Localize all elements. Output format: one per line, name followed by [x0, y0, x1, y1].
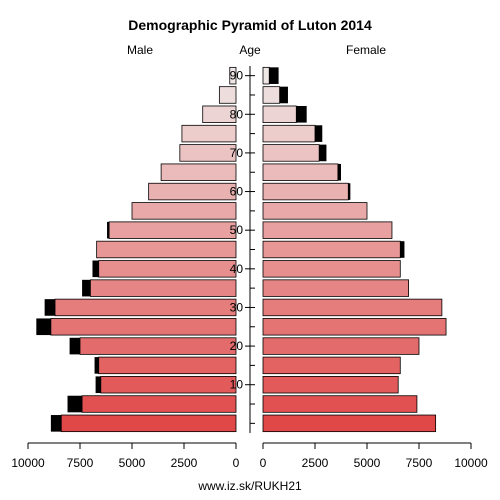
male-surplus-20-24: [69, 337, 80, 355]
male-bar-90+: [229, 66, 237, 85]
female-bar-85-89: [262, 86, 281, 104]
male-x-tick-label: 0: [233, 456, 240, 470]
male-bar-75-79: [181, 124, 237, 143]
female-bar-30-34: [262, 298, 443, 317]
male-x-tick-label: 7500: [67, 456, 94, 470]
male-x-tick-label: 2500: [171, 456, 198, 470]
male-bar-85-89: [218, 86, 237, 104]
female-bar-60-64: [262, 182, 349, 201]
age-label: Age: [239, 43, 261, 57]
female-x-tick-label: 10000: [454, 456, 488, 470]
male-surplus-0-4: [50, 415, 62, 432]
footer-source: www.iz.sk/RUKH21: [197, 479, 302, 493]
age-tick-label: 50: [230, 223, 244, 237]
male-bar-30-34: [54, 298, 237, 317]
male-bar-50-54: [108, 221, 237, 239]
female-surplus-80-84: [296, 105, 307, 123]
male-bar-40-44: [98, 260, 237, 278]
male-bar-25-29: [50, 318, 237, 336]
female-surplus-75-79: [315, 125, 323, 142]
male-label: Male: [127, 43, 153, 57]
male-bar-0-4: [60, 414, 237, 433]
age-tick-label: 60: [230, 185, 244, 199]
female-bar-20-24: [262, 337, 420, 355]
female-bar-90+: [262, 66, 270, 85]
age-tick-label: 90: [230, 69, 244, 83]
female-x-tick-label: 0: [260, 456, 267, 470]
male-bar-70-74: [179, 144, 237, 162]
female-surplus-60-64: [348, 183, 351, 200]
male-bar-10-14: [100, 376, 237, 394]
female-bar-0-4: [262, 414, 437, 433]
female-surplus-45-49: [400, 241, 405, 258]
female-x-tick-label: 2500: [302, 456, 329, 470]
male-surplus-25-29: [36, 318, 51, 336]
male-surplus-15-19: [94, 357, 99, 374]
male-x-tick-label: 10000: [11, 456, 45, 470]
female-surplus-85-89: [279, 86, 288, 104]
male-bar-15-19: [98, 356, 237, 375]
female-x-tick-label: 5000: [354, 456, 381, 470]
male-surplus-50-54: [107, 221, 110, 239]
female-x-tick-label: 7500: [406, 456, 433, 470]
female-label: Female: [346, 43, 386, 57]
female-bar-75-79: [262, 124, 316, 143]
female-surplus-70-74: [319, 144, 327, 162]
female-bar-55-59: [262, 202, 368, 220]
male-bar-20-24: [79, 337, 237, 355]
female-bar-45-49: [262, 240, 401, 259]
male-x-tick-label: 5000: [119, 456, 146, 470]
plot-area: 10000 7500 5000 2500 0 0 2500 5000 7500 10000 10 20…: [11, 66, 488, 470]
male-surplus-35-39: [82, 279, 91, 297]
male-bar-65-69: [160, 163, 237, 181]
age-tick-label: 40: [230, 262, 244, 276]
female-bar-80-84: [262, 105, 297, 123]
female-bar-15-19: [262, 356, 401, 375]
age-tick-label: 20: [230, 339, 244, 353]
female-bar-35-39: [262, 279, 410, 297]
female-bar-70-74: [262, 144, 320, 162]
female-bar-5-9: [262, 395, 418, 413]
female-surplus-65-69: [337, 163, 341, 181]
male-bar-35-39: [90, 279, 237, 297]
male-surplus-40-44: [92, 260, 99, 278]
male-bar-45-49: [96, 240, 237, 259]
female-bar-50-54: [262, 221, 393, 239]
male-bar-60-64: [148, 182, 237, 201]
female-bar-25-29: [262, 318, 447, 336]
female-bar-65-69: [262, 163, 339, 181]
male-bar-80-84: [202, 105, 237, 123]
female-bar-10-14: [262, 376, 399, 394]
male-bar-5-9: [81, 395, 237, 413]
age-tick-label: 30: [230, 300, 244, 314]
male-surplus-5-9: [67, 395, 83, 413]
male-surplus-10-14: [95, 376, 101, 394]
age-tick-label: 80: [230, 107, 244, 121]
female-surplus-90+: [269, 67, 279, 84]
age-tick-label: 10: [230, 378, 244, 392]
chart-title: Demographic Pyramid of Luton 2014: [128, 17, 372, 33]
male-surplus-30-34: [44, 299, 56, 316]
male-bar-55-59: [131, 202, 237, 220]
female-bar-40-44: [262, 260, 401, 278]
age-tick-label: 70: [230, 146, 244, 160]
